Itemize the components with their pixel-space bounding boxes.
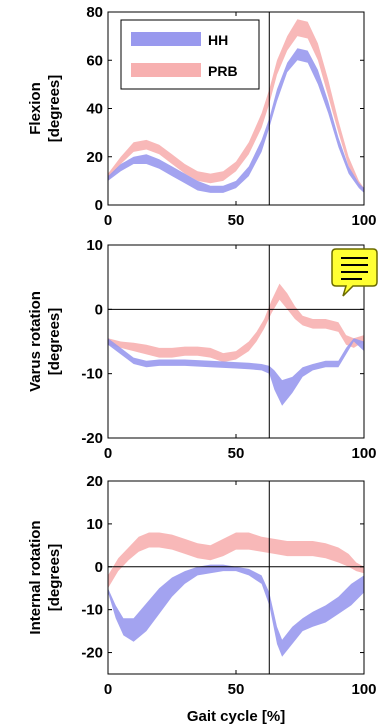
y-tick-label: 20 (86, 473, 103, 490)
legend-label-hh: HH (208, 32, 228, 48)
comment-note-icon[interactable] (331, 248, 378, 297)
y-tick-label: 60 (86, 52, 103, 69)
x-tick-label: 100 (351, 681, 376, 698)
y-tick-label: -10 (81, 602, 103, 619)
tick-group: -20 -10 0 10 20 0 50 100 (81, 473, 376, 698)
plot-frame (107, 244, 365, 439)
reference-lines (108, 245, 364, 438)
tick-group: 0 20 40 60 80 0 50 100 (86, 4, 376, 229)
y-tick-label: 10 (86, 237, 103, 254)
y-axis-label-line-1: Varus rotation (27, 291, 44, 392)
x-tick-label: 0 (104, 681, 112, 698)
y-tick-label: 10 (86, 516, 103, 533)
y-axis-label-line-2: [degrees] (46, 75, 63, 143)
y-axis-label-line-2: [degrees] (46, 544, 63, 612)
x-tick-label: 50 (228, 681, 245, 698)
band-prb (108, 532, 364, 589)
x-tick-label: 100 (351, 445, 376, 462)
x-tick-label: 100 (351, 212, 376, 229)
x-tick-label: 0 (104, 445, 112, 462)
reference-lines (108, 481, 364, 674)
x-tick-label: 0 (104, 212, 112, 229)
band-group (108, 283, 364, 406)
y-tick-label: -20 (81, 645, 103, 662)
legend: HH PRB (120, 19, 260, 90)
y-tick-label: 0 (95, 559, 103, 576)
x-axis-label: Gait cycle [%] (187, 708, 285, 725)
band-group (108, 532, 364, 657)
band-hh (108, 564, 364, 657)
legend-label-prb: PRB (208, 63, 238, 79)
x-tick-label: 50 (228, 445, 245, 462)
y-tick-label: 40 (86, 101, 103, 118)
plot-frame (107, 480, 365, 675)
y-tick-label: 0 (95, 197, 103, 214)
band-prb (108, 283, 364, 363)
y-axis-label-line-2: [degrees] (46, 308, 63, 376)
y-tick-label: 0 (95, 301, 103, 318)
legend-swatch-hh (131, 32, 201, 46)
panel-internal-rotation: -20 -10 0 10 20 0 50 100 Internal rotation [deg… (27, 473, 377, 698)
legend-swatch-prb (131, 63, 201, 77)
x-tick-label: 50 (228, 212, 245, 229)
y-axis-label-line-1: Internal rotation (27, 520, 44, 634)
y-tick-label: 20 (86, 149, 103, 166)
y-axis-label-line-1: Flexion (27, 82, 44, 135)
panel-flexion: 0 20 40 60 80 0 50 100 Flexion [degrees] HH PRB (27, 4, 377, 229)
y-tick-label: -10 (81, 366, 103, 383)
y-tick-label: -20 (81, 430, 103, 447)
legend-box (120, 19, 260, 90)
y-tick-label: 80 (86, 4, 103, 21)
